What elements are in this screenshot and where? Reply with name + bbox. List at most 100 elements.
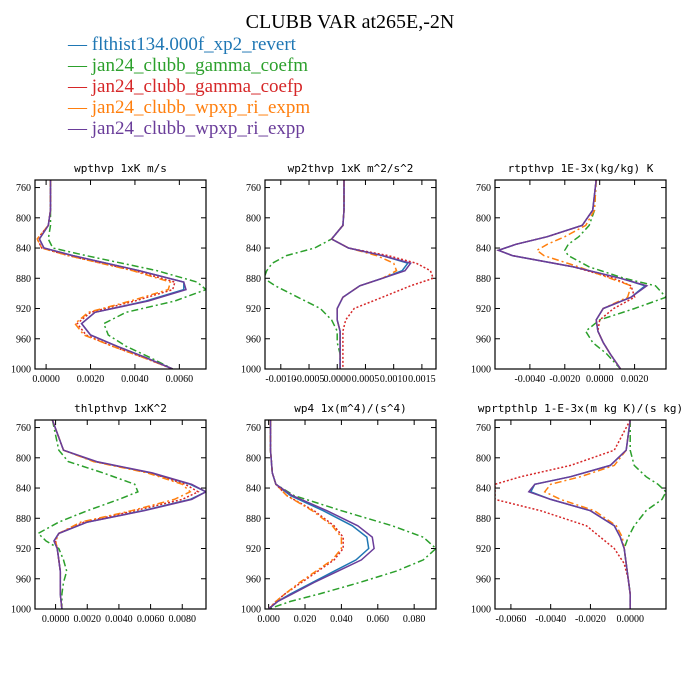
legend-entry: — jan24_clubb_wpxp_ri_expm: [67, 97, 310, 118]
series-line: [38, 180, 185, 369]
y-tick-label: 880: [476, 274, 491, 285]
series-line: [543, 420, 631, 609]
y-tick-label: 760: [16, 183, 31, 194]
series-line: [51, 420, 206, 609]
x-tick-label: -0.0040: [514, 374, 545, 385]
y-tick-label: 920: [246, 304, 261, 315]
y-tick-label: 1000: [471, 605, 491, 616]
series-line: [535, 180, 633, 369]
panel-title: thlpthvp 1xK^2: [74, 402, 167, 415]
y-tick-label: 960: [246, 334, 261, 345]
panel-frame: [34, 419, 207, 610]
y-tick-label: 880: [16, 274, 31, 285]
y-tick-label: 840: [16, 244, 31, 255]
panel-frame: [264, 179, 437, 370]
x-tick-label: 0.0015: [408, 374, 436, 385]
y-tick-label: 800: [476, 453, 491, 464]
legend-entry: — jan24_clubb_gamma_coefp: [67, 76, 303, 97]
y-tick-label: 880: [16, 514, 31, 525]
figure-title: CLUBB VAR at265E,-2N: [246, 11, 455, 33]
x-tick-label: 0.0000: [616, 614, 644, 625]
series-line: [268, 420, 436, 609]
y-tick-label: 960: [246, 574, 261, 585]
x-tick-label: 0.020: [294, 614, 317, 625]
y-tick-label: 920: [476, 544, 491, 555]
x-tick-label: -0.0020: [549, 374, 580, 385]
x-tick-label: 0.060: [367, 614, 390, 625]
series-line: [36, 420, 139, 609]
y-tick-label: 960: [476, 334, 491, 345]
x-tick-label: -0.0060: [495, 614, 526, 625]
y-tick-label: 960: [476, 574, 491, 585]
legend-entry: — jan24_clubb_wpxp_ri_expp: [67, 118, 305, 139]
y-tick-label: 880: [476, 514, 491, 525]
series-line: [496, 180, 647, 369]
panel: rtpthvp 1E-3x(kg/kg) K 760 800 840 880 920 960…: [471, 162, 667, 385]
y-tick-label: 800: [16, 453, 31, 464]
panel-frame: [494, 419, 667, 610]
y-tick-label: 760: [246, 423, 261, 434]
x-tick-label: -0.0020: [575, 614, 606, 625]
series-line: [330, 180, 410, 369]
panel-frame: [34, 179, 207, 370]
y-tick-label: 1000: [241, 365, 261, 376]
y-tick-label: 1000: [471, 365, 491, 376]
series-line: [38, 180, 187, 369]
x-tick-label: 0.0005: [352, 374, 380, 385]
series-line: [36, 180, 173, 369]
panel: wp2thvp 1xK m^2/s^2 760 800 840 880 920 960 100…: [241, 162, 437, 385]
series-line: [330, 180, 398, 369]
legend: — flthist134.000f_xp2_revert— jan24_club…: [67, 34, 310, 139]
y-tick-label: 960: [16, 334, 31, 345]
series-line: [265, 180, 345, 369]
y-tick-label: 920: [16, 304, 31, 315]
y-tick-label: 840: [476, 244, 491, 255]
series-line: [330, 180, 412, 369]
x-tick-label: 0.0080: [169, 614, 197, 625]
x-tick-label: 0.0020: [74, 614, 102, 625]
y-tick-label: 1000: [241, 605, 261, 616]
x-tick-label: -0.0010: [265, 374, 296, 385]
x-tick-label: 0.000: [257, 614, 280, 625]
panel-title: wp2thvp 1xK m^2/s^2: [288, 162, 414, 175]
y-tick-label: 760: [476, 183, 491, 194]
x-tick-label: 0.080: [403, 614, 426, 625]
series-line: [51, 420, 206, 609]
x-tick-label: 0.0000: [42, 614, 70, 625]
y-tick-label: 760: [476, 423, 491, 434]
series-line: [495, 420, 631, 609]
y-tick-label: 920: [246, 544, 261, 555]
y-tick-label: 880: [246, 274, 261, 285]
series-line: [268, 420, 375, 609]
x-tick-label: -0.0005: [294, 374, 325, 385]
y-tick-label: 880: [246, 514, 261, 525]
x-tick-label: 0.0000: [586, 374, 614, 385]
series-line: [527, 420, 631, 609]
y-tick-label: 1000: [11, 365, 31, 376]
y-tick-label: 1000: [11, 605, 31, 616]
x-tick-label: 0.0060: [166, 374, 194, 385]
y-tick-label: 800: [246, 213, 261, 224]
x-tick-label: -0.0040: [535, 614, 566, 625]
panel: wprtpthlp 1-E-3x(m kg K)/(s kg) 760 800 840…: [471, 402, 683, 625]
series-line: [330, 180, 435, 369]
y-tick-label: 760: [16, 423, 31, 434]
series-line: [496, 180, 649, 369]
legend-entry: — jan24_clubb_gamma_coefm: [67, 55, 308, 76]
panel: wp4 1x(m^4)/(s^4)76080084088092096010000…: [241, 402, 437, 625]
series-line: [623, 420, 666, 609]
y-tick-label: 840: [16, 484, 31, 495]
y-tick-label: 800: [476, 213, 491, 224]
legend-entry: — flthist134.000f_xp2_revert: [67, 34, 297, 55]
x-tick-label: 0.040: [330, 614, 353, 625]
x-tick-label: 0.0020: [77, 374, 105, 385]
series-line: [51, 420, 200, 609]
series-line: [563, 180, 666, 369]
y-tick-label: 920: [16, 544, 31, 555]
x-tick-label: 0.0020: [621, 374, 649, 385]
y-tick-label: 760: [246, 183, 261, 194]
y-tick-label: 920: [476, 304, 491, 315]
y-tick-label: 840: [246, 484, 261, 495]
x-tick-label: 0.0010: [380, 374, 408, 385]
